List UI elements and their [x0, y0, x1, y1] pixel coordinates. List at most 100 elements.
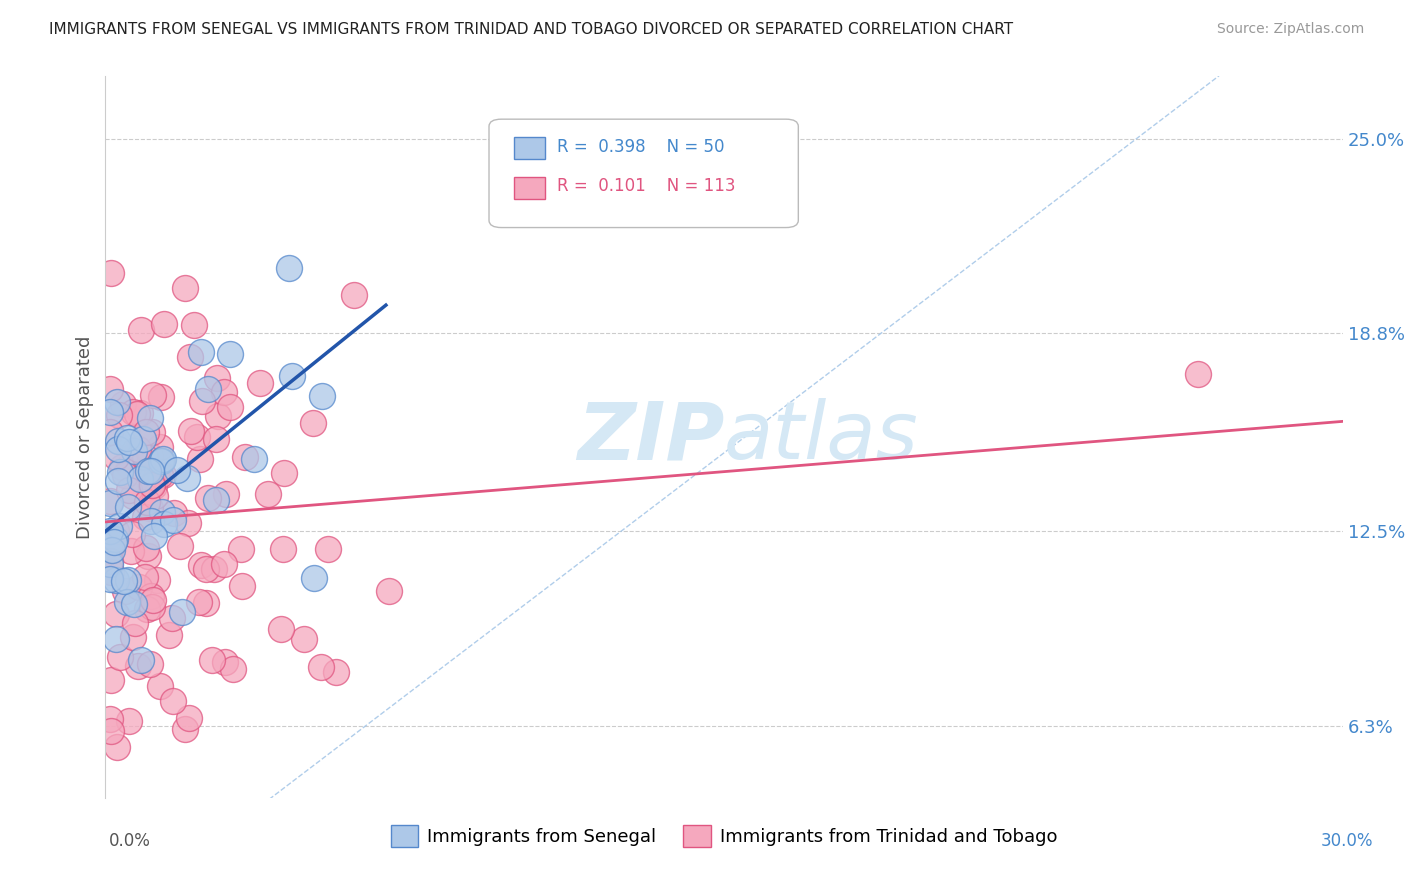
- Point: [142, 388, 165, 402]
- Point: [212, 385, 235, 400]
- Point: [127, 659, 149, 673]
- Point: [188, 595, 211, 609]
- Point: [141, 477, 163, 491]
- Point: [195, 595, 218, 609]
- Point: [197, 491, 219, 505]
- Point: [160, 611, 183, 625]
- Point: [108, 519, 131, 533]
- Point: [150, 454, 173, 468]
- Point: [101, 535, 124, 549]
- Point: [146, 467, 169, 482]
- Point: [292, 632, 315, 647]
- Point: [139, 501, 162, 516]
- Point: [202, 562, 225, 576]
- Point: [135, 541, 157, 556]
- Point: [152, 468, 174, 483]
- Point: [218, 346, 240, 360]
- Point: [191, 394, 214, 409]
- Point: [174, 723, 197, 737]
- Point: [139, 589, 162, 603]
- Point: [149, 390, 172, 404]
- Point: [110, 465, 132, 479]
- Legend: Immigrants from Senegal, Immigrants from Trinidad and Tobago: Immigrants from Senegal, Immigrants from…: [384, 818, 1064, 855]
- Point: [142, 593, 165, 607]
- Point: [309, 660, 332, 674]
- Point: [105, 524, 128, 538]
- Text: 30.0%: 30.0%: [1320, 831, 1374, 849]
- Text: 0.0%: 0.0%: [108, 831, 150, 849]
- Point: [134, 450, 156, 464]
- Point: [100, 673, 122, 687]
- Point: [100, 565, 122, 579]
- Point: [118, 714, 141, 728]
- Point: [139, 411, 162, 425]
- Point: [98, 382, 121, 396]
- Point: [118, 483, 141, 497]
- Point: [124, 444, 146, 458]
- Y-axis label: Divorced or Separated: Divorced or Separated: [76, 335, 94, 539]
- Point: [302, 571, 325, 585]
- Point: [311, 389, 333, 403]
- Point: [117, 500, 139, 515]
- Point: [205, 493, 228, 508]
- Point: [127, 442, 149, 456]
- FancyBboxPatch shape: [489, 120, 799, 227]
- Point: [142, 479, 165, 493]
- Point: [153, 318, 176, 332]
- Point: [98, 425, 121, 440]
- Point: [98, 405, 121, 419]
- Point: [207, 409, 229, 423]
- Point: [122, 404, 145, 418]
- Point: [143, 528, 166, 542]
- Text: ZIP: ZIP: [576, 398, 724, 476]
- Point: [149, 440, 172, 454]
- Point: [112, 397, 135, 411]
- Point: [136, 549, 159, 563]
- Point: [153, 517, 176, 532]
- Point: [111, 459, 134, 474]
- Point: [141, 477, 163, 491]
- Point: [141, 599, 163, 614]
- Point: [273, 541, 295, 556]
- Point: [162, 506, 184, 520]
- Point: [117, 573, 139, 587]
- Point: [98, 712, 121, 726]
- Point: [141, 514, 163, 528]
- Point: [104, 573, 127, 587]
- Point: [150, 505, 173, 519]
- Point: [120, 544, 142, 558]
- Point: [108, 408, 131, 422]
- Point: [343, 287, 366, 301]
- Point: [105, 394, 128, 409]
- Point: [194, 562, 217, 576]
- Point: [1187, 368, 1209, 382]
- Point: [121, 630, 143, 644]
- Point: [138, 657, 160, 671]
- Point: [104, 532, 127, 546]
- Point: [302, 416, 325, 430]
- Point: [145, 470, 167, 484]
- Point: [128, 580, 150, 594]
- Point: [129, 472, 152, 486]
- Point: [141, 425, 163, 439]
- Point: [114, 584, 136, 599]
- Point: [114, 467, 136, 482]
- Point: [129, 406, 152, 420]
- Point: [243, 451, 266, 466]
- Point: [176, 471, 198, 485]
- Point: [117, 434, 139, 449]
- Point: [103, 535, 125, 549]
- Point: [183, 318, 205, 333]
- Point: [118, 459, 141, 474]
- Point: [110, 650, 132, 665]
- Point: [176, 516, 198, 530]
- Point: [197, 382, 219, 396]
- Point: [149, 453, 172, 467]
- Point: [179, 351, 201, 365]
- Point: [135, 601, 157, 615]
- Point: [218, 401, 240, 415]
- Point: [105, 739, 128, 754]
- Point: [180, 424, 202, 438]
- Point: [100, 724, 122, 739]
- Point: [231, 579, 253, 593]
